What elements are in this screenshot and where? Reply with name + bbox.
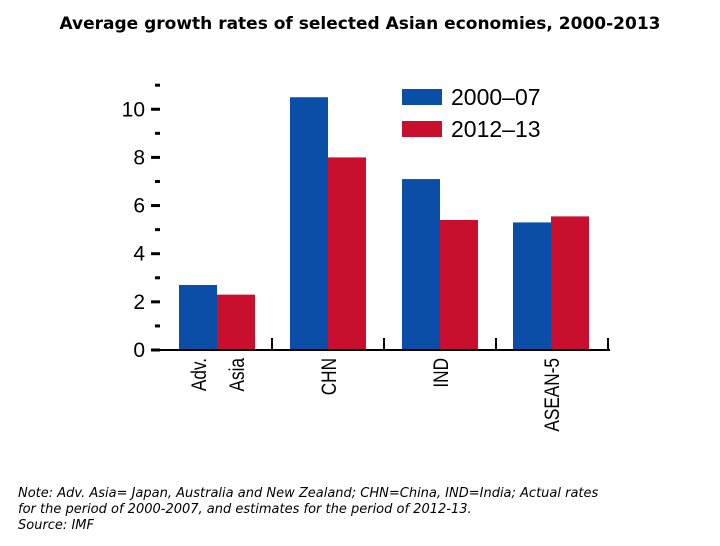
bar-series1: [290, 97, 328, 350]
note-line: Note: Adv. Asia= Japan, Australia and Ne…: [18, 486, 599, 501]
x-tick-label: CHN: [319, 358, 342, 395]
source-line: Source: IMF: [18, 518, 94, 533]
x-tick-label: Adv.: [189, 358, 212, 391]
x-tick-label: IND: [431, 358, 454, 388]
chart-note: Note: Adv. Asia= Japan, Australia and Ne…: [18, 486, 714, 534]
bars: [179, 97, 589, 350]
bar-series1: [513, 222, 551, 350]
x-axis: Adv. Asia CHN IND ASEAN-5: [160, 338, 610, 432]
y-tick-label: 6: [133, 195, 145, 218]
legend-swatch: [402, 89, 442, 105]
bar-series2: [551, 216, 589, 350]
bar-series1: [179, 285, 217, 350]
x-tick-label: Asia: [227, 358, 250, 392]
y-tick-label: 4: [133, 243, 145, 266]
legend-label: 2000–07: [451, 84, 541, 110]
y-tick-label: 0: [133, 339, 145, 362]
note-line: for the period of 2000-2007, and estimat…: [18, 502, 472, 517]
chart-title: Average growth rates of selected Asian e…: [59, 14, 661, 34]
y-tick-label: 2: [133, 291, 145, 314]
bar-series2: [328, 157, 366, 350]
bar-chart: 0 2 4 6 8 10 Adv. Asia CHN IND ASEAN-5 2000–07 201…: [122, 83, 610, 432]
y-tick-label: 10: [122, 98, 145, 121]
legend-label: 2012–13: [451, 116, 541, 142]
bar-series2: [217, 294, 255, 350]
legend: 2000–07 2012–13: [402, 84, 541, 142]
legend-swatch: [402, 121, 442, 137]
y-tick-label: 8: [133, 146, 145, 169]
x-tick-label: ASEAN-5: [542, 358, 565, 432]
bar-series1: [402, 179, 440, 350]
y-axis: 0 2 4 6 8 10: [122, 83, 160, 362]
bar-series2: [440, 220, 478, 350]
